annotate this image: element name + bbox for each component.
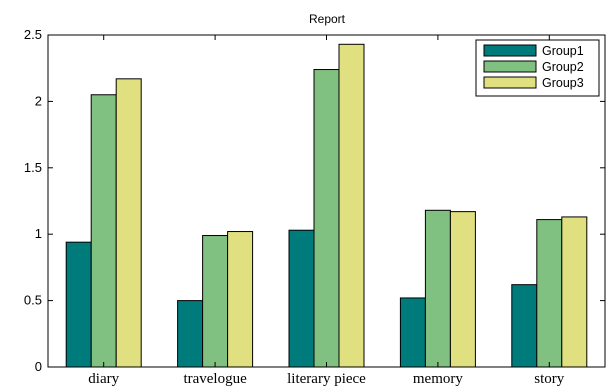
y-tick-label: 0.5 [24,293,42,308]
bar-group3-diary [115,78,142,368]
legend-swatch-group2 [483,60,537,73]
bar-group3-memory [449,211,476,368]
x-tick-label: travelogue [183,371,247,386]
legend-label-group1: Group1 [542,44,584,58]
legend-swatch-group1 [483,44,537,57]
legend-label-group3: Group3 [542,76,584,90]
bar-group3-story [561,216,588,368]
chart-title: Report [309,12,346,26]
bar-group1-story [511,284,538,368]
axes-group: diary travelogue literary piece memory story… [24,27,605,386]
bar-group1-literary-piece [288,229,315,368]
y-tick-label: 1.5 [24,160,42,175]
bar-group1-diary [65,241,92,368]
legend-label-group2: Group2 [542,60,584,74]
bar-group2-diary [90,94,117,368]
bar-group2-story [536,219,563,368]
x-tick-label: diary [88,371,119,386]
bar-group2-memory [424,209,451,368]
bar-group3-travelogue [227,231,254,368]
y-tick-label: 0 [35,359,42,374]
legend-swatch-group3 [483,76,537,89]
y-tick-label: 2 [35,93,42,108]
legend: Group1 Group2 Group3 [475,39,600,97]
bar-group1-travelogue [177,300,204,368]
bar-group1-memory [399,297,426,368]
bar-group2-travelogue [202,235,229,368]
y-tick-label: 1 [35,226,42,241]
bars-group [65,43,588,368]
x-tick-label: literary piece [287,371,366,386]
y-tick-label: 2.5 [24,27,42,42]
bar-group3-literary-piece [338,43,365,368]
bar-group2-literary-piece [313,69,340,368]
x-tick-label: memory [413,371,463,386]
x-tick-label: story [534,371,565,386]
